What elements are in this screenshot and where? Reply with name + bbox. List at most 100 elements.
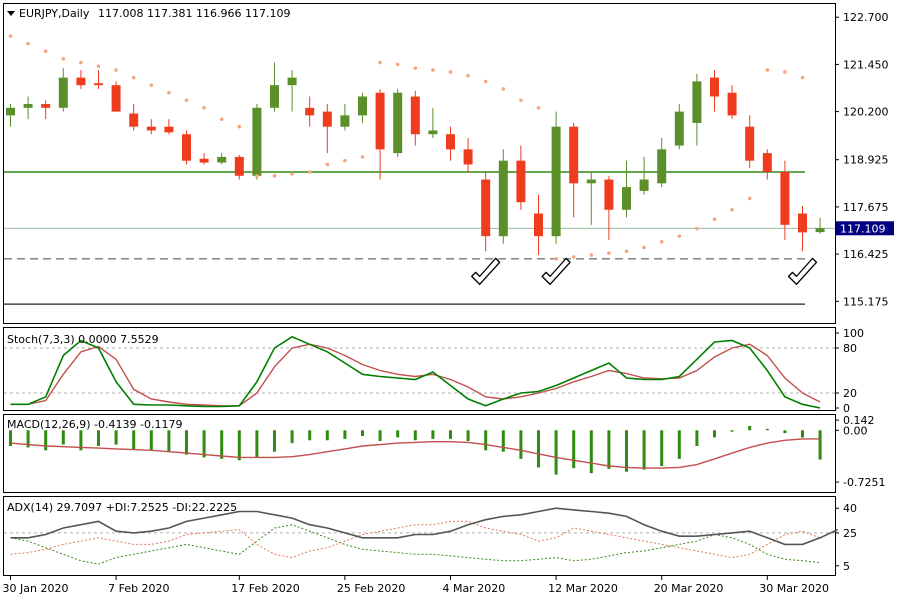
candle[interactable]: [375, 92, 385, 150]
candle[interactable]: [674, 111, 684, 146]
macd-histogram-bar: [26, 430, 30, 448]
plus-di-line[interactable]: [10, 524, 821, 565]
date-label: 7 Feb 2020: [108, 582, 169, 595]
candle[interactable]: [199, 158, 209, 163]
current-price-label: 117.109: [840, 222, 886, 235]
price-pane[interactable]: [4, 34, 835, 305]
candle[interactable]: [446, 134, 455, 150]
sar-dot: [360, 155, 365, 159]
candle[interactable]: [287, 77, 297, 86]
date-label: 20 Mar 2020: [654, 582, 724, 595]
candle[interactable]: [410, 96, 420, 135]
axis-tick-label: 80: [843, 342, 857, 355]
stoch-label: Stoch(7,3,3) 0.0000 7.5529: [7, 333, 159, 346]
candle[interactable]: [217, 156, 227, 163]
sar-dot: [800, 75, 805, 80]
candle[interactable]: [586, 179, 596, 184]
sar-dot: [747, 196, 752, 201]
sar-dot: [167, 90, 171, 95]
macd-histogram-bar: [149, 430, 153, 451]
candle[interactable]: [94, 83, 103, 86]
candle[interactable]: [129, 113, 139, 127]
candle[interactable]: [23, 104, 33, 108]
axis-tick-label: 116.425: [843, 248, 889, 261]
macd-pane[interactable]: [9, 426, 822, 475]
adx-pane[interactable]: [4, 507, 839, 565]
candle[interactable]: [393, 92, 403, 154]
macd-histogram-bar: [97, 430, 100, 446]
axis-tick-label: 122.700: [843, 11, 889, 24]
macd-histogram-bar: [167, 430, 171, 452]
macd-histogram-bar: [572, 430, 576, 469]
candle[interactable]: [305, 107, 315, 116]
checkmark-icon: [541, 257, 571, 286]
axis-tick-label: 40: [843, 502, 857, 515]
stoch-main-line[interactable]: [10, 335, 821, 409]
candle[interactable]: [727, 92, 737, 116]
candle[interactable]: [322, 111, 332, 127]
candle[interactable]: [463, 149, 473, 165]
candle[interactable]: [340, 115, 350, 127]
axis-tick-label: 0.00: [843, 424, 868, 437]
candle[interactable]: [780, 171, 790, 225]
macd-histogram-bar: [765, 428, 769, 431]
axis-tick-label: 117.675: [843, 201, 889, 214]
macd-signal-line[interactable]: [10, 438, 821, 469]
macd-histogram-bar: [290, 430, 294, 444]
axis-tick-label: 5: [843, 560, 850, 573]
sar-dot: [255, 173, 259, 178]
sar-dot: [783, 70, 787, 74]
candle[interactable]: [146, 126, 156, 131]
sar-dot: [765, 68, 770, 72]
candle[interactable]: [516, 160, 526, 203]
sar-dot: [519, 98, 523, 103]
candle[interactable]: [428, 130, 438, 135]
axis-tick-label: 0: [843, 402, 850, 415]
sar-dot: [483, 79, 488, 84]
candle[interactable]: [551, 126, 561, 237]
candle[interactable]: [481, 179, 491, 237]
candle[interactable]: [252, 107, 262, 176]
candle[interactable]: [498, 160, 508, 237]
candle[interactable]: [111, 85, 121, 112]
candle[interactable]: [6, 107, 15, 116]
macd-histogram-bar: [79, 430, 83, 451]
minus-di-line[interactable]: [10, 520, 821, 559]
candle[interactable]: [745, 126, 755, 161]
sar-dot: [290, 172, 294, 176]
candle[interactable]: [58, 77, 68, 108]
candle[interactable]: [358, 96, 367, 116]
candle[interactable]: [164, 126, 174, 133]
candle[interactable]: [270, 85, 279, 108]
macd-histogram-bar: [466, 430, 470, 441]
macd-histogram-bar: [431, 430, 435, 439]
candle[interactable]: [657, 149, 667, 184]
candle[interactable]: [76, 77, 86, 86]
candle[interactable]: [798, 213, 807, 233]
date-label: 17 Feb 2020: [231, 582, 299, 595]
candle[interactable]: [569, 126, 579, 184]
candle[interactable]: [692, 81, 702, 123]
sar-dot: [554, 257, 558, 261]
macd-histogram-bar: [519, 430, 523, 459]
candle[interactable]: [234, 156, 244, 176]
candle[interactable]: [534, 213, 543, 237]
candle[interactable]: [639, 179, 649, 191]
triangle-down-icon[interactable]: [7, 11, 15, 16]
sar-dot: [43, 49, 48, 53]
candle[interactable]: [604, 179, 614, 210]
stochastic-pane[interactable]: [4, 335, 835, 409]
candle[interactable]: [622, 187, 631, 210]
stoch-signal-line[interactable]: [10, 343, 821, 407]
candle[interactable]: [41, 104, 51, 108]
candle[interactable]: [710, 77, 719, 97]
date-label: 30 Mar 2020: [759, 582, 829, 595]
candle[interactable]: [182, 134, 191, 161]
current-price-tag: [836, 221, 894, 236]
sar-dot: [325, 162, 330, 167]
ohlc-readout: 117.008 117.381 116.966 117.109: [98, 7, 290, 20]
candle[interactable]: [762, 153, 772, 172]
adx-main-line[interactable]: [10, 507, 839, 546]
candle[interactable]: [815, 228, 825, 233]
